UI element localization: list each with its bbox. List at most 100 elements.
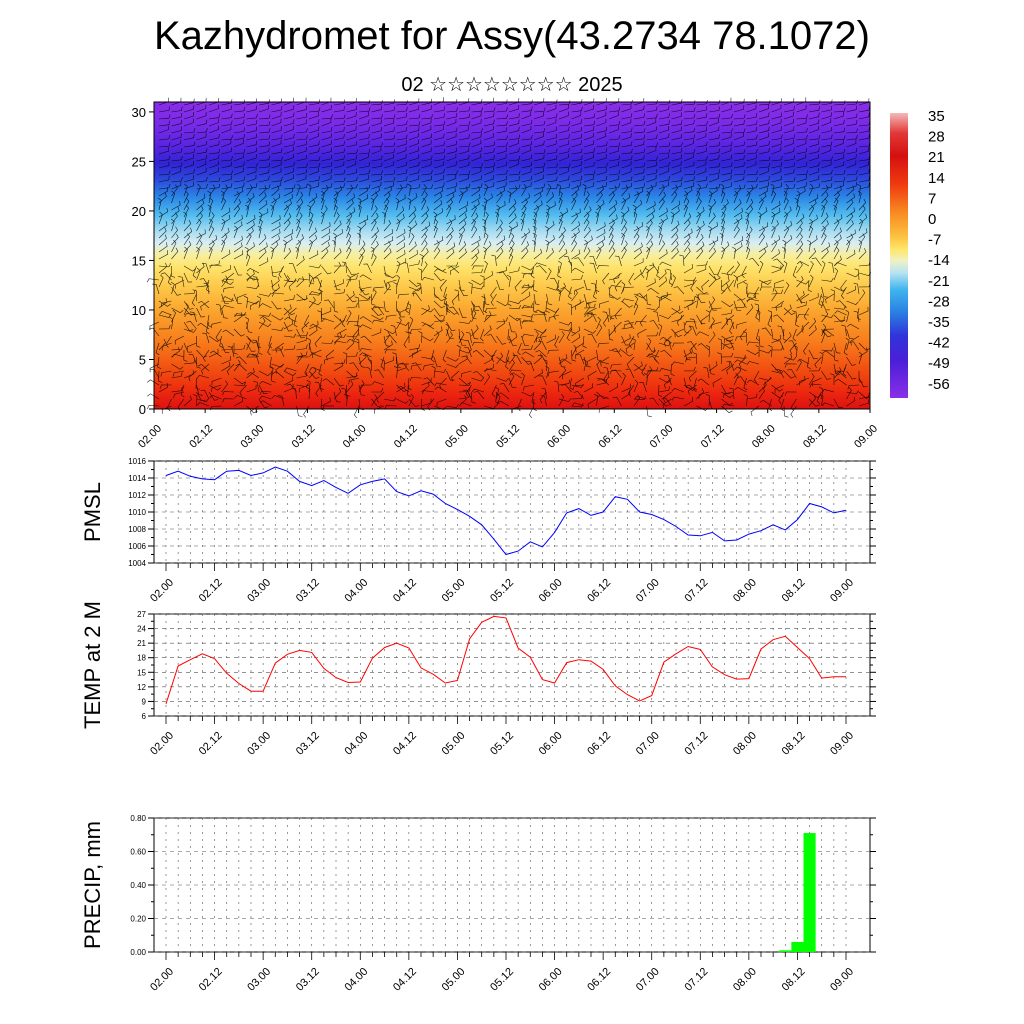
precip-ytick-label: 0.60 — [130, 848, 146, 857]
pmsl-ytick-label: 1014 — [128, 474, 146, 483]
pmsl-xtick-label: 04.12 — [391, 577, 419, 605]
precip-bar — [791, 941, 804, 952]
heatmap-xtick-label: 06.00 — [545, 423, 573, 451]
temp-ylabel: TEMP at 2 M — [80, 601, 105, 729]
colorbar-label: -28 — [928, 293, 950, 310]
pmsl-xtick-label: 07.12 — [682, 577, 710, 605]
pmsl-xtick-label: 05.12 — [488, 577, 516, 605]
chart-title: Kazhydromet for Assy(43.2734 78.1072) — [154, 14, 870, 58]
heatmap-ytick-label: 0 — [139, 402, 146, 417]
pmsl-xtick-label: 05.00 — [440, 577, 468, 605]
colorbar-label: -49 — [928, 355, 950, 372]
precip-bar — [779, 950, 792, 952]
temp-ytick-label: 6 — [142, 712, 147, 721]
temp-ytick-label: 9 — [142, 697, 147, 706]
temp-xtick-label: 06.12 — [585, 730, 613, 758]
precip-ytick-label: 0.40 — [130, 881, 146, 890]
colorbar — [890, 113, 908, 398]
pmsl-xtick-label: 07.00 — [634, 577, 662, 605]
heatmap-xtick-label: 02.00 — [136, 423, 164, 451]
temp-xtick-label: 08.00 — [731, 730, 759, 758]
pmsl-ylabel: PMSL — [80, 482, 105, 542]
pmsl-xtick-label: 06.00 — [537, 577, 565, 605]
heatmap-xtick-label: 02.12 — [187, 423, 215, 451]
colorbar-label: 14 — [928, 170, 945, 187]
precip-xtick-label: 05.00 — [440, 966, 468, 994]
temp-xtick-label: 06.00 — [537, 730, 565, 758]
temp-xtick-label: 08.12 — [780, 730, 808, 758]
colorbar-label: 28 — [928, 129, 945, 146]
precip-xtick-label: 02.12 — [197, 966, 225, 994]
temp-frame — [153, 613, 871, 717]
temp-xtick-label: 03.12 — [294, 730, 322, 758]
pmsl-xtick-label: 02.00 — [148, 577, 176, 605]
precip-xtick-label: 08.00 — [731, 966, 759, 994]
colorbar-label: -42 — [928, 335, 950, 352]
heatmap-ytick-label: 25 — [132, 154, 146, 169]
temp-xtick-label: 09.00 — [828, 730, 856, 758]
pmsl-ytick-label: 1010 — [128, 508, 146, 517]
heatmap-xtick-label: 05.12 — [494, 423, 522, 451]
wind-barbs — [146, 97, 872, 419]
pmsl-ytick-label: 1008 — [128, 525, 146, 534]
precip-xtick-label: 03.00 — [245, 966, 273, 994]
heatmap-xtick-label: 07.00 — [648, 423, 676, 451]
precip-ytick-label: 0.00 — [130, 948, 146, 957]
precip-xtick-label: 03.12 — [294, 966, 322, 994]
temp-xtick-label: 02.12 — [197, 730, 225, 758]
pmsl-xtick-label: 02.12 — [197, 577, 225, 605]
colorbar-label: 0 — [928, 211, 936, 228]
heatmap-ytick-label: 10 — [132, 303, 146, 318]
heatmap-xtick-label: 08.00 — [750, 423, 778, 451]
colorbar-label: -35 — [928, 314, 950, 331]
temp-xtick-label: 04.00 — [342, 730, 370, 758]
precip-xtick-label: 08.12 — [780, 966, 808, 994]
temp-xtick-label: 07.12 — [682, 730, 710, 758]
precip-xtick-label: 05.12 — [488, 966, 516, 994]
temp-xtick-label: 07.00 — [634, 730, 662, 758]
precip-xtick-label: 07.12 — [682, 966, 710, 994]
precip-ytick-label: 0.20 — [130, 915, 146, 924]
precip-xtick-label: 09.00 — [828, 966, 856, 994]
temp-xtick-label: 05.00 — [440, 730, 468, 758]
colorbar-label: -7 — [928, 232, 941, 249]
heatmap-xtick-label: 04.00 — [341, 423, 369, 451]
temp-ytick-label: 24 — [137, 625, 146, 634]
heatmap-xtick-label: 08.12 — [801, 423, 829, 451]
colorbar-label: -56 — [928, 376, 950, 393]
pmsl-xtick-label: 04.00 — [342, 577, 370, 605]
pmsl-xtick-label: 09.00 — [828, 577, 856, 605]
colorbar-label: -14 — [928, 252, 950, 269]
pmsl-xtick-label: 08.12 — [780, 577, 808, 605]
pmsl-ytick-label: 1012 — [128, 491, 146, 500]
heatmap-xtick-label: 03.12 — [290, 423, 318, 451]
temp-xtick-label: 03.00 — [245, 730, 273, 758]
temp-xtick-label: 02.00 — [148, 730, 176, 758]
colorbar-label: 7 — [928, 190, 936, 207]
colorbar-label: 21 — [928, 149, 945, 166]
precip-ylabel: PRECIP, mm — [80, 821, 105, 949]
precip-bar — [803, 833, 816, 952]
pmsl-ytick-label: 1004 — [128, 559, 146, 568]
pmsl-xtick-label: 08.00 — [731, 577, 759, 605]
pmsl-ytick-label: 1006 — [128, 542, 146, 551]
pmsl-series-line — [165, 466, 847, 556]
heatmap-xtick-label: 06.12 — [596, 423, 624, 451]
temp-ytick-label: 12 — [137, 683, 146, 692]
temp-xtick-label: 04.12 — [391, 730, 419, 758]
precip-frame — [153, 817, 871, 953]
precip-xtick-label: 06.00 — [537, 966, 565, 994]
heatmap-ytick-label: 5 — [139, 352, 146, 367]
precip-xtick-label: 07.00 — [634, 966, 662, 994]
colorbar-label: -21 — [928, 273, 950, 290]
heatmap-xtick-label: 09.00 — [852, 423, 880, 451]
heatmap-xtick-label: 05.00 — [443, 423, 471, 451]
temp-ytick-label: 21 — [137, 639, 146, 648]
pmsl-ytick-label: 1016 — [128, 457, 146, 466]
pmsl-xtick-label: 06.12 — [585, 577, 613, 605]
chart-subtitle: 02 ☆☆☆☆☆☆☆☆ 2025 — [401, 74, 623, 96]
temp-xtick-label: 05.12 — [488, 730, 516, 758]
temp-ytick-label: 27 — [137, 610, 146, 619]
heatmap-xtick-label: 04.12 — [392, 423, 420, 451]
